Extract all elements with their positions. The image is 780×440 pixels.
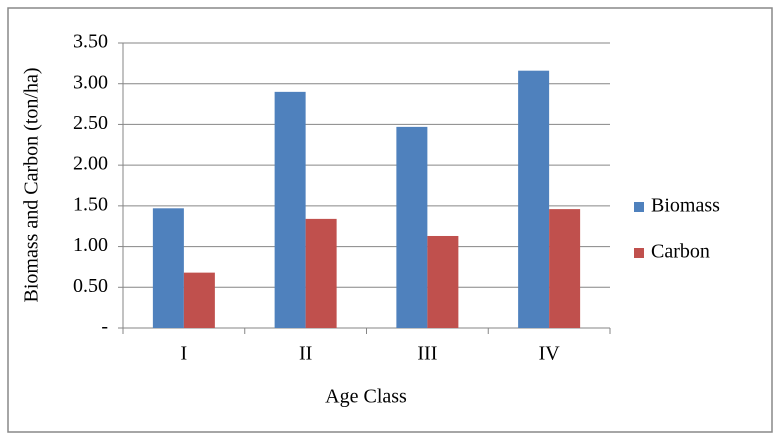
legend-label: Biomass [651,195,720,217]
chart-frame [7,7,773,433]
y-axis-title: Biomass and Carbon (ton/ha) [21,68,43,303]
bar [518,70,550,328]
bar [274,91,306,328]
legend-label: Carbon [651,241,710,263]
bar [427,235,459,328]
y-tick-label: 1.00 [73,234,108,256]
x-axis-title: Age Class [325,386,407,408]
y-tick-label: 3.50 [73,31,108,53]
legend-swatch [634,248,644,258]
bar [152,208,184,328]
legend-swatch [634,202,644,212]
bar [305,218,337,328]
x-tick-label: IV [539,343,561,365]
y-tick-label: 2.50 [73,112,108,134]
bar [396,126,428,328]
y-tick-label: 0.50 [73,275,108,297]
y-tick-label: 1.50 [73,193,108,215]
bar [183,272,215,328]
bar [549,209,581,328]
x-tick-label: III [417,343,437,365]
x-tick-label: II [299,343,312,365]
y-tick-label: 2.00 [73,153,108,175]
y-tick-label: - [101,316,108,338]
x-tick-label: I [181,343,188,365]
y-tick-label: 3.00 [73,71,108,93]
